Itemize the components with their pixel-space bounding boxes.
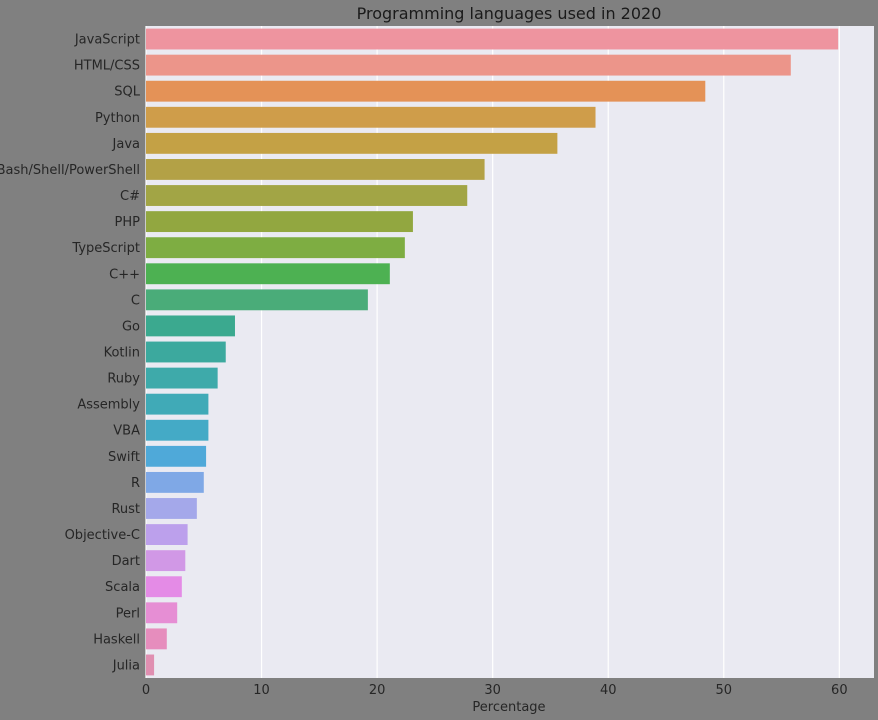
y-tick-label: Go xyxy=(122,319,140,334)
y-tick-label: PHP xyxy=(115,215,141,230)
bar xyxy=(146,524,188,545)
bar xyxy=(146,237,405,259)
bar xyxy=(146,445,207,467)
bar xyxy=(146,289,368,311)
y-tick-labels: JavaScript HTML/CSS SQL Python Java Bash/Shel… xyxy=(0,33,141,674)
y-tick-label: JavaScript xyxy=(74,33,140,48)
bar xyxy=(146,54,791,76)
y-tick-label: Swift xyxy=(108,450,140,465)
x-tick-label: 0 xyxy=(142,683,150,698)
bar xyxy=(146,367,218,389)
bar xyxy=(146,471,204,493)
y-tick-label: Dart xyxy=(112,554,140,569)
y-tick-label: C# xyxy=(120,189,140,204)
x-tick-label: 60 xyxy=(831,683,848,698)
bar xyxy=(146,498,197,519)
bar xyxy=(146,185,468,206)
bar xyxy=(146,393,209,415)
bar xyxy=(146,576,182,598)
x-tick-label: 40 xyxy=(600,683,617,698)
y-tick-label: Haskell xyxy=(93,632,140,647)
x-axis-label: Percentage xyxy=(472,700,545,715)
bar xyxy=(146,263,390,285)
bar xyxy=(146,211,413,233)
y-tick-label: Python xyxy=(95,111,140,126)
y-tick-label: Assembly xyxy=(77,398,140,413)
bar xyxy=(146,602,178,624)
y-tick-label: C xyxy=(131,293,140,308)
y-tick-label: Scala xyxy=(105,580,140,595)
bar xyxy=(146,159,485,180)
y-tick-label: Rust xyxy=(111,502,140,517)
y-tick-label: SQL xyxy=(114,85,140,100)
y-tick-label: HTML/CSS xyxy=(74,59,140,74)
y-tick-label: C++ xyxy=(109,267,140,282)
x-tick-label: 10 xyxy=(253,683,270,698)
chart-title: Programming languages used in 2020 xyxy=(357,4,662,23)
y-tick-label: R xyxy=(131,476,140,491)
bar xyxy=(146,550,186,572)
x-tick-label: 20 xyxy=(369,683,386,698)
bar xyxy=(146,654,155,676)
y-tick-label: Ruby xyxy=(107,372,140,387)
x-tick-labels: 0 10 20 30 40 50 60 xyxy=(142,683,848,698)
bar xyxy=(146,315,235,337)
bars xyxy=(146,28,839,676)
y-tick-label: Kotlin xyxy=(104,346,140,361)
y-tick-label: TypeScript xyxy=(71,241,140,256)
x-tick-label: 30 xyxy=(484,683,501,698)
bar xyxy=(146,80,706,102)
y-tick-label: Java xyxy=(112,137,140,152)
bar xyxy=(146,419,209,441)
x-tick-label: 50 xyxy=(716,683,733,698)
y-tick-label: VBA xyxy=(113,424,140,439)
bar xyxy=(146,28,839,50)
bar xyxy=(146,132,558,154)
bar xyxy=(146,628,167,650)
y-tick-label: Bash/Shell/PowerShell xyxy=(0,163,140,178)
bar xyxy=(146,341,226,363)
bar xyxy=(146,106,596,128)
y-tick-label: Perl xyxy=(116,606,140,621)
y-tick-label: Julia xyxy=(112,658,140,673)
y-tick-label: Objective-C xyxy=(65,528,140,543)
